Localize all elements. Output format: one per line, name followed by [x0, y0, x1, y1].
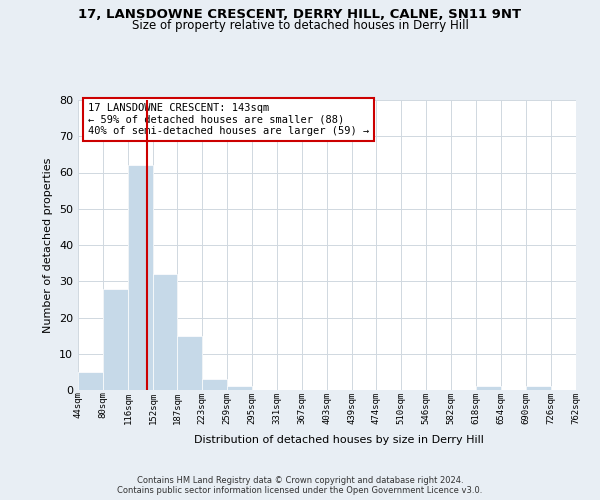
- Text: Contains HM Land Registry data © Crown copyright and database right 2024.
Contai: Contains HM Land Registry data © Crown c…: [118, 476, 482, 495]
- Bar: [103, 288, 128, 390]
- Bar: [526, 386, 551, 390]
- Text: 17 LANSDOWNE CRESCENT: 143sqm
← 59% of detached houses are smaller (88)
40% of s: 17 LANSDOWNE CRESCENT: 143sqm ← 59% of d…: [88, 103, 369, 136]
- Bar: [202, 379, 227, 390]
- Text: Distribution of detached houses by size in Derry Hill: Distribution of detached houses by size …: [194, 435, 484, 445]
- Bar: [153, 274, 177, 390]
- Bar: [177, 336, 202, 390]
- Bar: [128, 165, 153, 390]
- Bar: [78, 372, 103, 390]
- Text: 17, LANSDOWNE CRESCENT, DERRY HILL, CALNE, SN11 9NT: 17, LANSDOWNE CRESCENT, DERRY HILL, CALN…: [79, 8, 521, 20]
- Text: Size of property relative to detached houses in Derry Hill: Size of property relative to detached ho…: [131, 18, 469, 32]
- Y-axis label: Number of detached properties: Number of detached properties: [43, 158, 53, 332]
- Bar: [227, 386, 252, 390]
- Bar: [476, 386, 501, 390]
